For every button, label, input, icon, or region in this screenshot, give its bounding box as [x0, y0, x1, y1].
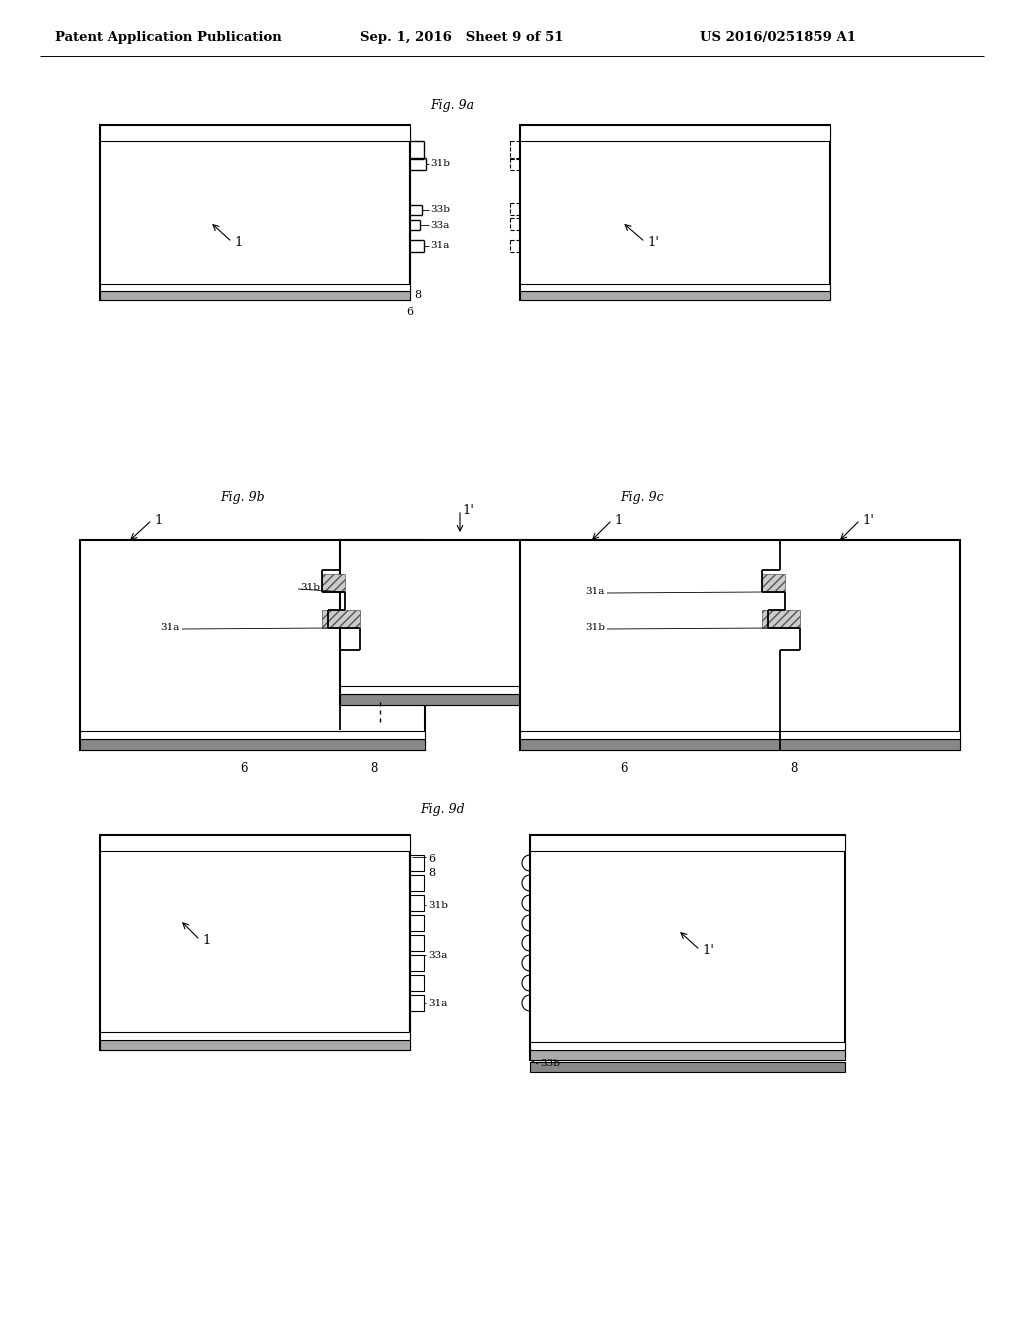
Bar [530, 836, 845, 851]
Bar [530, 836, 845, 1060]
Bar [100, 836, 410, 851]
Bar [410, 954, 424, 972]
Bar [100, 284, 410, 290]
Bar [410, 935, 424, 950]
Bar [520, 739, 961, 750]
Bar [410, 995, 424, 1011]
Bar [322, 610, 360, 628]
Bar [530, 836, 845, 851]
Text: 1: 1 [202, 933, 210, 946]
Bar [100, 1032, 410, 1040]
Bar [520, 284, 830, 290]
Text: Fig. 9a: Fig. 9a [430, 99, 474, 111]
Bar [80, 739, 425, 750]
Text: 1: 1 [614, 513, 623, 527]
Bar [100, 125, 410, 141]
Bar [410, 875, 424, 891]
Text: Patent Application Publication: Patent Application Publication [55, 30, 282, 44]
Text: 8: 8 [370, 762, 378, 775]
Text: 33a: 33a [430, 220, 450, 230]
Text: 31a: 31a [586, 587, 605, 597]
Text: 33b: 33b [540, 1060, 560, 1068]
Bar [520, 125, 830, 141]
Bar [340, 540, 530, 705]
Text: 8: 8 [790, 762, 798, 775]
Text: US 2016/0251859 A1: US 2016/0251859 A1 [700, 30, 856, 44]
Bar [410, 855, 424, 871]
Bar [100, 125, 410, 141]
Bar [322, 574, 345, 591]
Text: 31a: 31a [428, 998, 447, 1007]
Bar [520, 125, 830, 300]
Bar [410, 975, 424, 991]
Text: 31b: 31b [585, 623, 605, 632]
Text: 31a: 31a [430, 242, 450, 251]
Bar [762, 610, 800, 628]
Bar [100, 1040, 410, 1049]
Text: Fig. 9d: Fig. 9d [420, 804, 465, 817]
Bar [410, 895, 424, 911]
Text: Sep. 1, 2016   Sheet 9 of 51: Sep. 1, 2016 Sheet 9 of 51 [360, 30, 563, 44]
Text: 1: 1 [234, 235, 243, 248]
Text: 33a: 33a [428, 950, 447, 960]
Text: Fig. 9c: Fig. 9c [620, 491, 664, 504]
Text: 1': 1' [647, 235, 659, 248]
Bar [530, 1063, 845, 1072]
Bar [410, 915, 424, 931]
Text: 31b: 31b [428, 900, 449, 909]
Bar [100, 836, 410, 851]
Bar [520, 290, 830, 300]
Bar [530, 1041, 845, 1049]
Text: 31b: 31b [430, 160, 450, 169]
Bar [520, 125, 830, 141]
Text: 6: 6 [620, 762, 628, 775]
Bar [100, 290, 410, 300]
Text: 1': 1' [862, 513, 874, 527]
Bar [520, 731, 961, 739]
Text: 33b: 33b [430, 206, 450, 214]
Text: 31a: 31a [161, 623, 180, 632]
Text: 1: 1 [154, 513, 163, 527]
Text: 1': 1' [702, 944, 714, 957]
Bar [340, 694, 530, 705]
Bar [340, 686, 530, 694]
Bar [80, 540, 425, 750]
Text: 8: 8 [428, 869, 435, 878]
Bar [100, 836, 410, 1049]
Text: 6: 6 [240, 762, 248, 775]
Text: Fig. 9b: Fig. 9b [220, 491, 264, 504]
Text: 6: 6 [406, 308, 413, 317]
Bar [520, 540, 961, 750]
Bar [762, 574, 785, 591]
Text: 31b: 31b [300, 583, 319, 593]
Text: 8: 8 [414, 290, 421, 300]
Text: 6: 6 [428, 854, 435, 865]
Text: 1': 1' [462, 503, 474, 516]
Bar [80, 731, 425, 739]
Bar [100, 125, 410, 300]
Bar [530, 1049, 845, 1060]
